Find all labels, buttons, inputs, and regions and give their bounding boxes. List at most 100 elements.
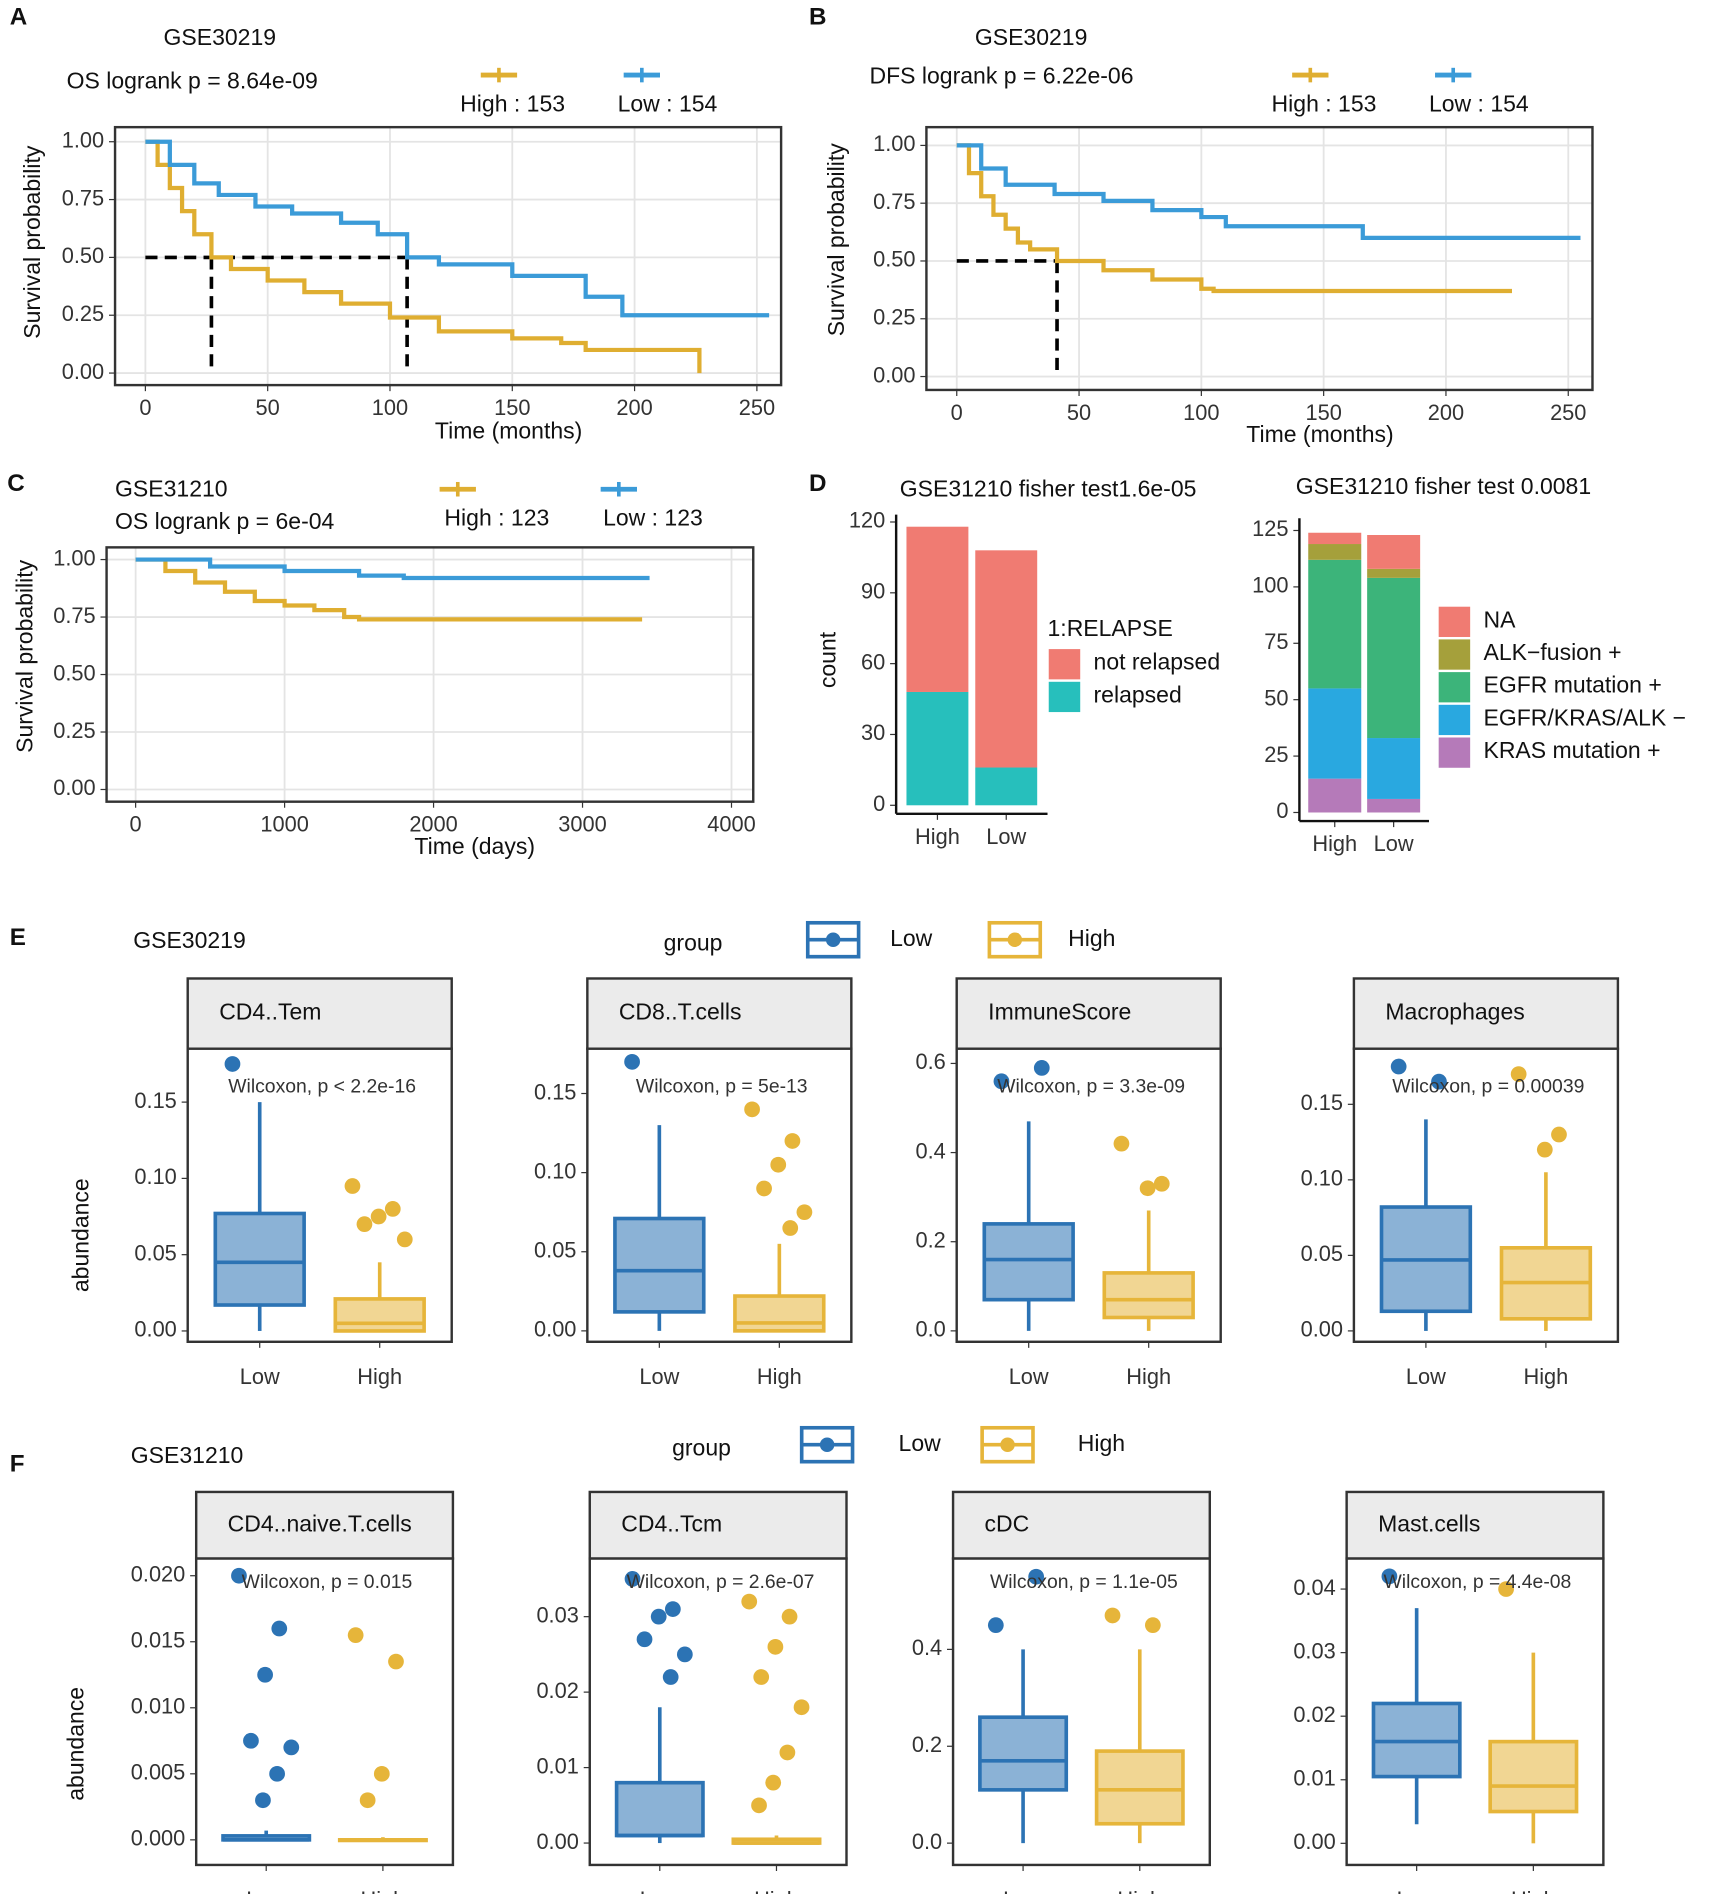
outlier xyxy=(781,1608,798,1625)
legend-label: EGFR/KRAS/ALK − xyxy=(1483,704,1686,730)
annotation: Wilcoxon, p = 0.015 xyxy=(242,1571,413,1593)
x-tick-label: High xyxy=(915,824,960,849)
y-tick-label: 75 xyxy=(1264,629,1288,654)
strip-label: cDC xyxy=(985,1510,1030,1536)
x-tick-label: Low xyxy=(1406,1364,1446,1389)
strip-label: CD4..naive.T.cells xyxy=(228,1510,412,1536)
y-tick-label: 90 xyxy=(861,579,885,604)
x-tick-label: Low xyxy=(246,1887,286,1894)
bar-segment xyxy=(1308,778,1362,813)
outlier xyxy=(650,1608,667,1625)
legend-key xyxy=(1000,1437,1015,1452)
x-tick-label: 150 xyxy=(1305,400,1341,425)
x-tick-label: High xyxy=(757,1364,802,1389)
y-tick-label: 1.00 xyxy=(53,545,95,570)
legend-key xyxy=(1438,639,1471,670)
y-tick-label: 0.010 xyxy=(131,1694,186,1719)
y-tick-label: 0.00 xyxy=(873,362,915,387)
x-tick-label: 200 xyxy=(1428,400,1464,425)
y-tick-label: 0.03 xyxy=(536,1602,578,1627)
y-axis-label: Survival probability xyxy=(19,145,45,339)
outlier xyxy=(1536,1141,1553,1158)
y-tick-label: 0.01 xyxy=(536,1753,578,1778)
y-tick-label: 0.2 xyxy=(912,1732,942,1757)
outlier xyxy=(359,1792,376,1809)
legend-key xyxy=(1007,932,1023,947)
outlier xyxy=(370,1208,387,1225)
y-tick-label: 0.03 xyxy=(1293,1638,1335,1663)
y-tick-label: 0.00 xyxy=(536,1829,578,1854)
bar-segment xyxy=(1367,535,1421,569)
survival-curve xyxy=(145,139,770,318)
outlier xyxy=(765,1774,782,1791)
legend-label: not relapsed xyxy=(1094,649,1221,675)
plot-border xyxy=(105,546,755,803)
y-tick-label: 0.25 xyxy=(873,305,915,330)
y-tick-label: 0.04 xyxy=(1293,1575,1335,1600)
x-tick-label: 200 xyxy=(616,395,652,420)
outlier xyxy=(283,1739,300,1756)
y-tick-label: 0.4 xyxy=(912,1635,942,1660)
legend-label: Low : 154 xyxy=(618,90,718,116)
legend-key xyxy=(819,1437,835,1452)
outlier xyxy=(1113,1135,1130,1152)
panel-label: A xyxy=(10,4,27,31)
y-tick-label: 0.00 xyxy=(134,1317,176,1342)
x-tick-label: 50 xyxy=(1067,400,1091,425)
x-tick-label: 0 xyxy=(951,400,963,425)
x-tick-label: 50 xyxy=(256,395,280,420)
bar-segment xyxy=(1367,568,1421,578)
y-tick-label: 0.00 xyxy=(62,359,104,384)
chart-title: GSE31210 xyxy=(115,476,228,502)
legend-label: Low : 123 xyxy=(603,505,703,531)
outlier xyxy=(1139,1180,1156,1197)
y-tick-label: 0.2 xyxy=(916,1227,946,1252)
outlier xyxy=(243,1732,259,1749)
panel-label: F xyxy=(10,1451,25,1478)
subtitle: OS logrank p = 6e-04 xyxy=(115,508,334,534)
y-tick-label: 0 xyxy=(1276,798,1288,823)
outlier xyxy=(373,1765,390,1782)
y-tick-label: 125 xyxy=(1252,516,1288,541)
box xyxy=(978,1715,1069,1792)
x-tick-label: Low xyxy=(1003,1887,1043,1894)
x-tick-label: High xyxy=(361,1887,406,1894)
annotation: Wilcoxon, p = 2.6e-07 xyxy=(627,1571,815,1593)
outlier xyxy=(255,1792,271,1809)
outlier xyxy=(1390,1058,1407,1075)
legend-label: KRAS mutation + xyxy=(1483,737,1660,763)
outlier xyxy=(1381,1568,1398,1585)
y-tick-label: 120 xyxy=(849,508,885,533)
legend-key xyxy=(825,932,841,947)
outlier xyxy=(784,1133,801,1149)
y-tick-label: 0.00 xyxy=(53,775,95,800)
chart-title: GSE31210 fisher test 0.0081 xyxy=(1296,473,1591,499)
y-tick-label: 0.05 xyxy=(1301,1241,1343,1266)
outlier xyxy=(384,1201,401,1217)
outlier xyxy=(782,1220,799,1236)
chart-title: GSE31210 fisher test1.6e-05 xyxy=(900,476,1197,502)
y-tick-label: 0.05 xyxy=(534,1237,576,1262)
row-title: GSE30219 xyxy=(133,927,246,953)
outlier xyxy=(741,1593,758,1610)
strip xyxy=(588,1490,848,1560)
box xyxy=(1488,1739,1579,1814)
outlier xyxy=(751,1797,767,1814)
bar-segment xyxy=(1367,798,1421,813)
y-tick-label: 0.0 xyxy=(916,1317,946,1342)
x-tick-label: 1000 xyxy=(260,812,308,837)
y-tick-label: 30 xyxy=(861,720,885,745)
legend-key xyxy=(1438,606,1471,637)
survival-curve xyxy=(956,143,1512,294)
box xyxy=(614,1780,705,1838)
x-tick-label: Low xyxy=(240,1364,280,1389)
outlier xyxy=(753,1669,770,1685)
y-tick-label: 0.25 xyxy=(53,718,95,743)
outlier xyxy=(396,1231,413,1248)
outlier xyxy=(344,1178,361,1194)
y-tick-label: 0.00 xyxy=(1293,1829,1335,1854)
legend-label: High : 123 xyxy=(444,505,549,531)
outlier xyxy=(987,1617,1004,1634)
y-axis-label: Survival probability xyxy=(823,143,849,337)
bar-segment xyxy=(1367,577,1421,739)
